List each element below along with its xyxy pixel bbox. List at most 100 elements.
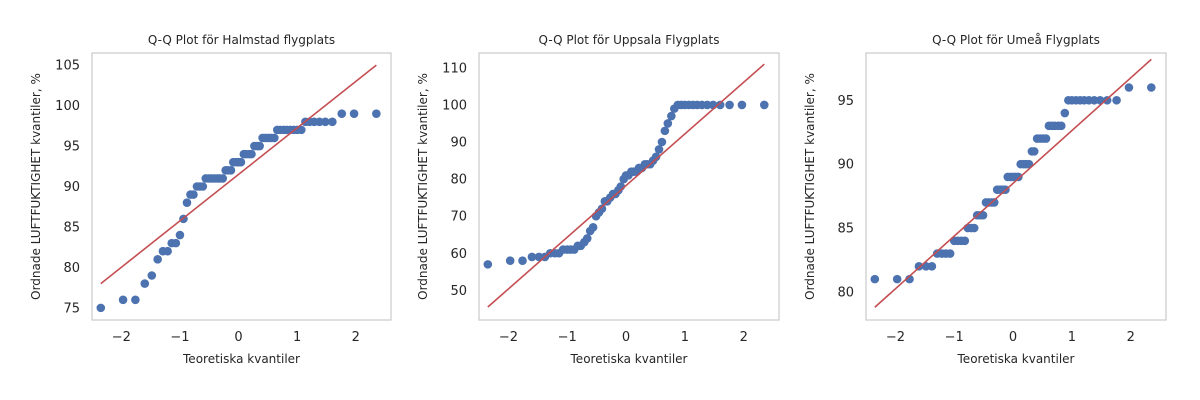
data-point: [660, 126, 670, 136]
data-point: [131, 295, 140, 305]
data-point: [140, 279, 150, 288]
data-point: [372, 109, 381, 118]
data-point: [759, 100, 769, 110]
y-axis-label: Ordnade LUFTFUKTIGHET kvantiler, %: [29, 73, 43, 300]
data-point: [218, 174, 228, 183]
data-point: [1056, 121, 1066, 131]
qq-plot-panel-3: Q-Q Plot för Umeå Flygplats −2 −1 0 1 2 80 85 90…: [803, 33, 1167, 366]
data-point: [297, 125, 306, 135]
y-axis-label: Ordnade LUFTFUKTIGHET kvantiler, %: [416, 73, 430, 300]
data-point: [527, 252, 537, 262]
data-point: [1089, 95, 1099, 105]
x-axis-label: Teoretiska kvantiler: [570, 352, 688, 366]
x-tick-label: 2: [352, 330, 360, 345]
y-tick-label: 60: [450, 247, 467, 262]
data-point: [1041, 134, 1051, 143]
data-point: [328, 117, 337, 127]
data-point: [1029, 147, 1039, 156]
data-point: [337, 109, 347, 118]
data-point: [1102, 95, 1112, 105]
y-tick-label: 90: [63, 180, 80, 195]
y-tick-label: 85: [63, 220, 80, 235]
x-tick-label: −1: [945, 330, 964, 345]
x-tick-label: 0: [622, 330, 630, 345]
x-tick-label: 0: [234, 330, 242, 345]
reference-line: [874, 58, 1152, 308]
data-point: [171, 238, 181, 248]
data-point: [270, 133, 279, 143]
data-point: [597, 204, 607, 214]
x-tick-label: −1: [558, 330, 577, 345]
data-point: [663, 119, 673, 128]
data-point: [914, 262, 924, 271]
data-point: [927, 262, 937, 271]
data-point: [505, 256, 515, 265]
data-point: [969, 223, 979, 233]
data-point: [657, 137, 667, 147]
data-point: [226, 166, 236, 175]
data-point: [349, 109, 359, 118]
x-tick-label: 1: [681, 330, 689, 345]
qq-plot-panel-1: Q-Q Plot för Halmstad flygplats −2 −1 0 1 2 75…: [29, 33, 392, 366]
y-tick-label: 80: [63, 261, 80, 276]
data-point: [96, 303, 106, 313]
x-tick-label: 1: [293, 330, 301, 345]
data-point: [667, 111, 676, 121]
x-tick-label: 2: [740, 330, 748, 345]
x-axis-label: Teoretiska kvantiler: [182, 352, 300, 366]
data-point: [715, 100, 725, 110]
y-tick-label: 90: [837, 158, 854, 173]
data-point: [182, 198, 192, 207]
plot-frame: [91, 52, 392, 321]
y-tick-label: 105: [55, 59, 80, 74]
x-tick-label: −1: [170, 330, 189, 345]
data-point: [483, 260, 493, 269]
data-point: [588, 222, 598, 232]
data-point: [255, 141, 264, 151]
x-tick-label: 2: [1127, 330, 1135, 345]
plot-title: Q-Q Plot för Uppsala Flygplats: [539, 33, 720, 47]
data-point: [654, 145, 664, 154]
data-point: [582, 234, 592, 243]
data-point: [1112, 95, 1121, 105]
x-tick-label: −2: [499, 330, 518, 345]
data-point: [147, 271, 157, 280]
data-point: [1014, 172, 1023, 182]
x-axis-label: Teoretiska kvantiler: [957, 352, 1075, 366]
y-tick-label: 100: [442, 98, 467, 113]
x-tick-label: 0: [1009, 330, 1017, 345]
y-tick-label: 75: [63, 301, 80, 316]
y-tick-label: 70: [450, 210, 467, 225]
y-tick-label: 95: [837, 94, 854, 109]
data-point: [1146, 83, 1156, 92]
x-tick-label: −2: [112, 330, 131, 345]
data-point: [518, 256, 527, 265]
y-tick-label: 90: [450, 136, 467, 151]
y-axis-label: Ordnade LUFTFUKTIGHET kvantiler, %: [803, 73, 817, 300]
data-point: [163, 246, 172, 256]
y-tick-label: 80: [450, 173, 467, 188]
data-point: [247, 149, 256, 159]
data-point: [892, 274, 902, 284]
data-point: [702, 100, 712, 110]
data-point: [153, 255, 162, 264]
reference-line: [487, 63, 765, 308]
data-point: [945, 249, 955, 258]
qq-plot-panel-2: Q-Q Plot för Uppsala Flygplats −2 −1 0 1 2 50 6…: [416, 33, 780, 366]
data-point: [189, 190, 198, 199]
y-tick-label: 80: [837, 285, 854, 300]
data-point: [870, 274, 880, 284]
data-point: [1124, 83, 1134, 92]
plot-frame: [865, 52, 1167, 321]
y-tick-label: 50: [450, 284, 467, 299]
data-point: [321, 117, 330, 127]
data-point: [198, 182, 208, 191]
y-tick-label: 85: [837, 222, 854, 237]
data-point: [725, 100, 734, 110]
plot-title: Q-Q Plot för Umeå Flygplats: [932, 33, 1100, 47]
y-tick-label: 95: [63, 140, 80, 155]
reference-line: [100, 64, 377, 285]
data-point: [1060, 108, 1070, 118]
data-point: [651, 152, 661, 162]
